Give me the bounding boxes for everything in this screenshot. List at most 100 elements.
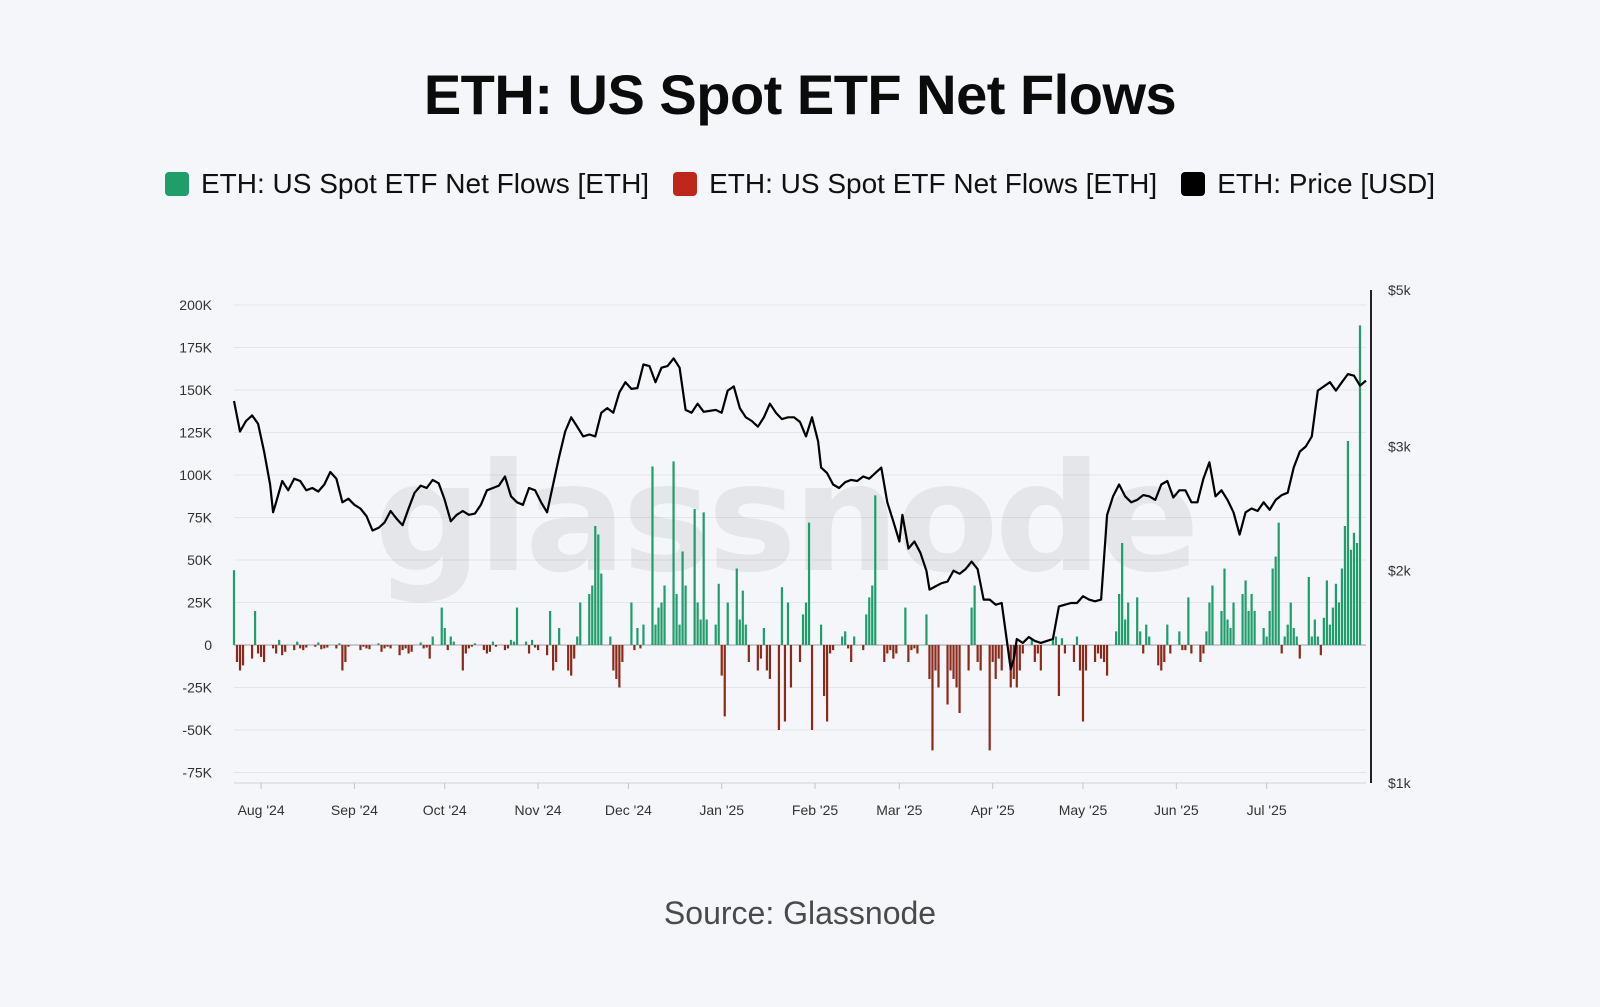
inflow-bar (317, 642, 320, 645)
inflow-bar (1337, 602, 1341, 645)
left-tick-label: 200K (179, 297, 212, 313)
right-axis: $5k $3k $2k $1k (1370, 282, 1412, 791)
outflow-bar (410, 645, 413, 652)
black-square-icon (1181, 172, 1206, 196)
left-axis: 200K 175K 150K 125K 100K 75K 50K 25K 0 -25K -50K -7… (179, 297, 212, 781)
inflow-bar (780, 587, 784, 645)
watermark: glassnode (374, 432, 1196, 606)
red-square-icon (673, 172, 698, 196)
outflow-bar (1184, 645, 1187, 651)
outflow-bar (958, 645, 961, 713)
x-tick-label: Jul '25 (1247, 802, 1287, 818)
legend-item-price[interactable]: ETH: Price [USD] (1181, 168, 1435, 200)
outflow-bar (937, 645, 940, 688)
inflow-bar (1145, 624, 1148, 645)
outflow-bar (461, 645, 464, 671)
right-tick-label: $2k (1388, 563, 1412, 579)
inflow-bar (735, 568, 738, 645)
inflow-bar (702, 512, 705, 645)
inflow-bar (549, 611, 552, 645)
legend: ETH: US Spot ETF Net Flows [ETH] ETH: US… (0, 168, 1600, 200)
outflow-bar (916, 645, 919, 654)
inflow-bar (1241, 594, 1244, 645)
inflow-bar (1187, 597, 1190, 645)
legend-item-outflows[interactable]: ETH: US Spot ETF Net Flows [ETH] (673, 168, 1157, 200)
x-tick-label: Aug '24 (238, 802, 285, 818)
price-line (232, 357, 1367, 671)
inflow-bar (579, 602, 582, 645)
inflow-bar (762, 628, 765, 645)
price-polyline (232, 357, 1367, 671)
outflow-bar (527, 645, 531, 654)
inflow-bar (1334, 583, 1337, 645)
inflow-bar (1115, 631, 1118, 645)
inflow-bar (515, 607, 519, 645)
left-tick-label: -25K (182, 680, 212, 696)
outflow-bar (847, 645, 850, 649)
inflow-bar (597, 534, 600, 645)
inflow-bar (726, 602, 729, 645)
inflow-bar (576, 636, 579, 645)
inflow-bar (1220, 611, 1223, 645)
inflow-bar (591, 585, 594, 645)
legend-label-outflows: ETH: US Spot ETF Net Flows [ETH] (709, 168, 1158, 199)
inflow-bar (801, 614, 805, 645)
legend-item-inflows[interactable]: ETH: US Spot ETF Net Flows [ETH] (165, 168, 649, 200)
inflow-bar (1325, 580, 1328, 645)
outflow-bar (850, 645, 853, 662)
outflow-bar (464, 645, 467, 654)
inflow-bar (1178, 631, 1181, 645)
outflow-bar (967, 645, 970, 671)
x-tick-label: Apr '25 (971, 802, 1015, 818)
outflow-bar (886, 645, 889, 654)
inflow-bar (1316, 636, 1319, 645)
inflow-bar (1340, 568, 1344, 645)
outflow-bar (299, 645, 302, 649)
outflow-bar (503, 645, 507, 651)
outflow-bar (326, 645, 329, 648)
outflow-bar (494, 645, 498, 647)
inflow-bar (1244, 580, 1247, 645)
outflow-bar (1105, 645, 1109, 676)
inflow-bar (1124, 619, 1127, 645)
outflow-bar (822, 645, 826, 696)
x-axis: Aug '24 Sep '24 Oct '24 Nov '24 Dec '24 Jan '… (234, 782, 1366, 818)
inflow-bar (1292, 628, 1295, 645)
outflow-bar (783, 645, 787, 722)
inflow-bar (699, 619, 702, 645)
inflow-bar (672, 461, 675, 645)
left-tick-label: 25K (187, 595, 213, 611)
inflow-bar (1286, 624, 1289, 645)
outflow-bar (1160, 645, 1163, 671)
outflow-bar (1202, 645, 1205, 654)
outflow-bar (618, 645, 621, 688)
outflow-bar (913, 645, 916, 649)
outflow-bar (747, 645, 750, 662)
outflow-bar (407, 645, 410, 654)
x-tick-label: May '25 (1059, 802, 1108, 818)
inflow-bar (512, 641, 516, 645)
inflow-bar (804, 602, 808, 645)
outflow-bar (335, 645, 338, 649)
outflow-bar (488, 645, 492, 652)
outflow-bar (1298, 645, 1301, 659)
outflow-bar (425, 645, 428, 648)
inflow-bar (1277, 522, 1280, 645)
outflow-bar (1096, 645, 1100, 654)
inflow-bar (594, 526, 597, 645)
outflow-bar (907, 645, 910, 662)
inflow-bar (1265, 636, 1268, 645)
outflow-bar (1157, 645, 1160, 666)
outflow-bar (759, 645, 762, 659)
outflow-bar (555, 645, 558, 662)
inflow-bar (874, 495, 877, 645)
inflow-bar (473, 643, 476, 645)
inflow-bar (278, 639, 281, 645)
inflow-bar (654, 624, 657, 645)
outflow-bar (633, 645, 636, 651)
outflow-bar (829, 645, 832, 654)
outflow-bar (931, 645, 934, 751)
outflow-bar (1015, 645, 1018, 688)
inflow-bar (853, 636, 856, 645)
